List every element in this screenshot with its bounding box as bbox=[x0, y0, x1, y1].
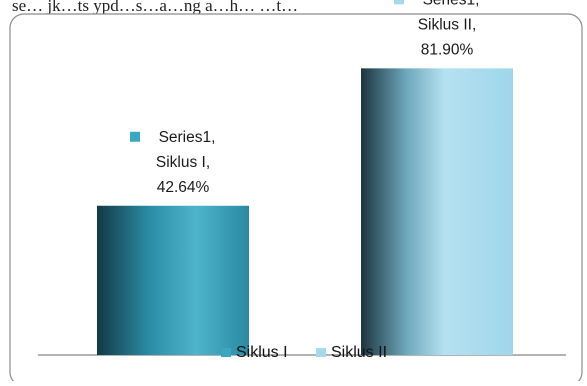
data-label-1-line-1: Series1, bbox=[159, 129, 216, 146]
data-label-key-1 bbox=[130, 131, 140, 142]
bar-siklus-i bbox=[97, 205, 249, 355]
legend-label-1: Siklus I bbox=[236, 344, 288, 361]
data-label-1-line-2: Siklus I, bbox=[156, 154, 210, 171]
data-label-2-line-2: Siklus II, bbox=[418, 16, 477, 33]
data-label-key-2 bbox=[394, 0, 404, 5]
legend-swatch-1 bbox=[221, 348, 231, 357]
data-label-1-line-3: 42.64% bbox=[157, 179, 210, 196]
bar-siklus-ii bbox=[361, 68, 513, 355]
data-label-2-line-1: Series1, bbox=[423, 0, 480, 8]
data-label-2-line-3: 81.90% bbox=[421, 41, 474, 58]
legend-label-2: Siklus II bbox=[331, 344, 387, 361]
legend-swatch-2 bbox=[316, 348, 326, 357]
top-caption: se… jk…ts ypd…s…a…ng a…h… …t… bbox=[12, 0, 298, 15]
